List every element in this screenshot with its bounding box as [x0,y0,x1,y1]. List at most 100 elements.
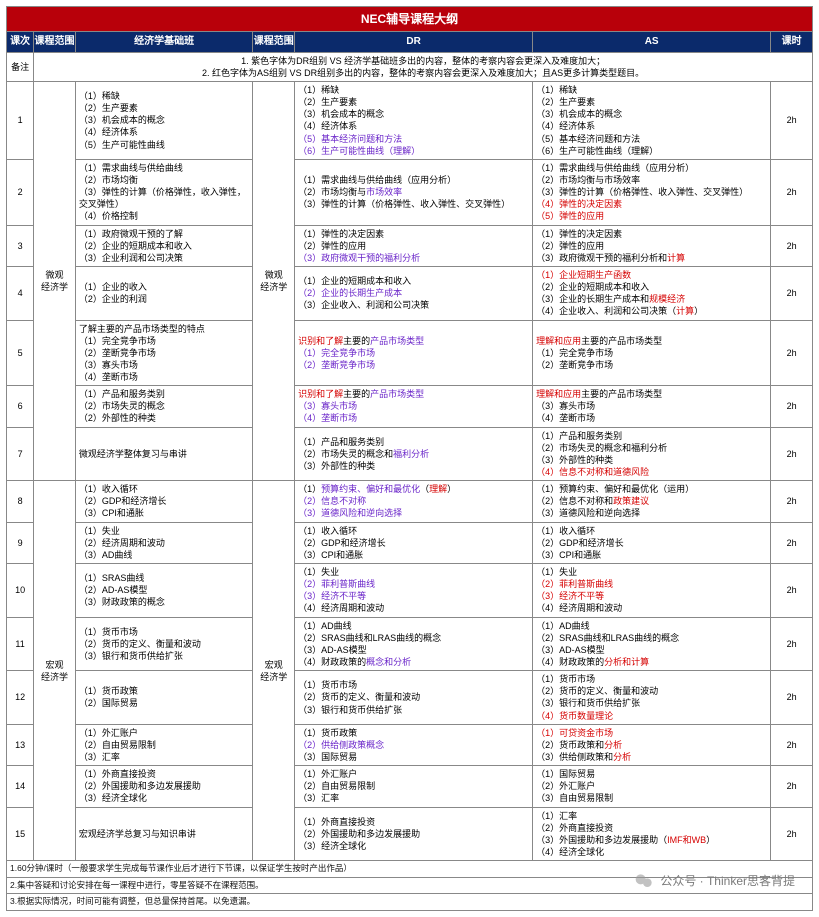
lesson-number: 9 [7,522,34,563]
point-item: （2）垄断竞争市场 [536,359,767,371]
header-row: 课次课程范围经济学基础班课程范围DRAS课时 [7,32,813,53]
hours: 2h [771,81,813,159]
point-item: （4）垄断市场 [79,371,249,383]
point-item: （2）货币政策和分析 [536,739,767,751]
point-item: （2）垄断竞争市场 [298,359,529,371]
points-cell: 识别和了解主要的产品市场类型（3）寡头市场（4）垄断市场 [295,386,533,427]
table-row: 13 （1）外汇账户（2）自由贸易限制（3）汇率 （1）货币政策（2）供给侧政策概念… [7,724,813,765]
point-item: （1）完全竞争市场 [298,347,529,359]
point-item: （2）市场均衡与市场效率 [298,186,529,198]
points-cell: （1）外汇账户（2）自由贸易限制（3）汇率 [75,724,252,765]
point-item: （2）外汇账户 [536,780,767,792]
hours: 2h [771,225,813,266]
point-item: （3）机会成本的概念 [298,108,529,120]
point-item: （2）菲利普斯曲线 [298,578,529,590]
lesson-number: 3 [7,225,34,266]
point-item: （3）企业利润和公司决策 [79,252,249,264]
points-cell: （1）需求曲线与供给曲线（应用分析）（2）市场均衡与市场效率（3）弹性的计算（价… [295,159,533,225]
point-item: （4）价格控制 [79,210,249,222]
point-item: （2）企业的利润 [79,293,249,305]
point-item: （2）企业的长期生产成本 [298,287,529,299]
points-cell: （1）企业短期生产函数（2）企业的短期成本和收入（3）企业的长期生产成本和规模经… [533,266,771,320]
table-row: 9（1）失业（2）经济周期和波动（3）AD曲线（1）收入循环（2）GDP和经济增… [7,522,813,563]
points-cell: （1）企业的短期成本和收入（2）企业的长期生产成本（3）企业收入、利润和公司决策 [295,266,533,320]
point-item: （3）机会成本的概念 [79,114,249,126]
table-row: 15宏观经济学总复习与知识串讲（1）外商直接投资（2）外国援助和多边发展援助（3… [7,807,813,861]
table-row: 6（1）产品和服务类别（2）市场失灵的概念（2）外部性的种类识别和了解主要的产品… [7,386,813,427]
points-cell: （1）货币市场（2）货币的定义、衡量和波动（3）银行和货币供给扩张 [75,617,252,671]
point-item: （3）经济不平等 [298,590,529,602]
point-item: （1）稀缺 [298,84,529,96]
point-item: （3）外部性的种类 [298,460,529,472]
points-cell: （1）AD曲线（2）SRAS曲线和LRAS曲线的概念（3）AD-AS模型（4）财… [295,617,533,671]
point-item: （1）弹性的决定因素 [536,228,767,240]
point-item: （3）政府微观干预的福利分析 [298,252,529,264]
point-item: （4）货币数量理论 [536,710,767,722]
points-cell: （1）预算约束、偏好和最优化（理解）（2）信息不对称（3）道德风险和逆向选择 [295,481,533,522]
point-item: （4）经济体系 [298,120,529,132]
point-item: （3）自由贸易限制 [536,792,767,804]
point-item: （1）需求曲线与供给曲线 [79,162,249,174]
table-row: 1微观经济学（1）稀缺（2）生产要素（3）机会成本的概念（4）经济体系（5）生产… [7,81,813,159]
lesson-number: 1 [7,81,34,159]
point-item: （1）货币政策 [298,727,529,739]
point-item: （3）CPI和通胀 [298,549,529,561]
col-header: DR [295,32,533,53]
point-item: （3）寡头市场 [79,359,249,371]
point-item: 识别和了解主要的产品市场类型 [298,388,529,400]
point-item: （3）国际贸易 [298,751,529,763]
points-cell: （1）产品和服务类别（2）市场失灵的概念和福利分析（3）外部性的种类 [295,427,533,481]
points-cell: 微观经济学整体复习与串讲 [75,427,252,481]
point-item: 宏观经济学总复习与知识串讲 [79,828,249,840]
points-cell: （1）汇率（2）外商直接投资（3）外国援助和多边发展援助（IMF和WB）（4）经… [533,807,771,861]
point-item: （4）经济体系 [536,120,767,132]
point-item: （2）市场均衡与市场效率 [536,174,767,186]
table-row: 11（1）货币市场（2）货币的定义、衡量和波动（3）银行和货币供给扩张（1）AD… [7,617,813,671]
point-item: （4）垄断市场 [536,412,767,424]
category-micro-dr: 微观经济学 [253,81,295,480]
col-header: 课次 [7,32,34,53]
hours: 2h [771,766,813,807]
points-cell: （1）产品和服务类别（2）市场失灵的概念和福利分析（3）外部性的种类（4）信息不… [533,427,771,481]
point-item: （3）供给侧政策和分析 [536,751,767,763]
points-cell: （1）需求曲线与供给曲线（2）市场均衡（3）弹性的计算（价格弹性，收入弹性，交叉… [75,159,252,225]
points-cell: （1）货币政策（2）供给侧政策概念（3）国际贸易 [295,724,533,765]
lesson-number: 7 [7,427,34,481]
point-item: 微观经济学整体复习与串讲 [79,448,249,460]
point-item: （3）道德风险和逆向选择 [536,507,767,519]
point-item: （2）市场失灵的概念和福利分析 [298,448,529,460]
point-item: （3）寡头市场 [298,400,529,412]
point-item: （1）货币政策 [79,685,249,697]
point-item: （2）生产要素 [79,102,249,114]
point-item: （3）道德风险和逆向选择 [298,507,529,519]
point-item: （1）稀缺 [536,84,767,96]
points-cell: （1）政府微观干预的了解（2）企业的短期成本和收入（3）企业利润和公司决策 [75,225,252,266]
point-item: （1）收入循环 [79,483,249,495]
syllabus-table: NEC辅导课程大纲 课次课程范围经济学基础班课程范围DRAS课时 备注1. 紫色… [6,6,813,911]
point-item: （1）货币市场 [536,673,767,685]
point-item: （1）产品和服务类别 [79,388,249,400]
point-item: （4）经济周期和波动 [536,602,767,614]
point-item: （4）弹性的决定因素 [536,198,767,210]
lesson-number: 13 [7,724,34,765]
hours: 2h [771,386,813,427]
point-item: （1）企业的短期成本和收入 [298,275,529,287]
points-cell: 识别和了解主要的产品市场类型（1）完全竞争市场（2）垄断竞争市场 [295,320,533,386]
points-cell: （1）稀缺（2）生产要素（3）机会成本的概念（4）经济体系（5）生产可能性曲线 [75,81,252,159]
table-row: 5了解主要的产品市场类型的特点（1）完全竞争市场（2）垄断竞争市场（3）寡头市场… [7,320,813,386]
point-item: （2）市场失灵的概念和福利分析 [536,442,767,454]
points-cell: （1）失业（2）菲利普斯曲线（3）经济不平等（4）经济周期和波动 [295,564,533,618]
point-item: （1）可贷资金市场 [536,727,767,739]
point-item: （3）弹性的计算（价格弹性，收入弹性，交叉弹性） [79,186,249,210]
point-item: （1）货币市场 [79,626,249,638]
lesson-number: 6 [7,386,34,427]
point-item: （2）货币的定义、衡量和波动 [536,685,767,697]
point-item: （3）经济不平等 [536,590,767,602]
point-item: （3）外部性的种类 [536,454,767,466]
point-item: （1）失业 [79,525,249,537]
point-item: （5）弹性的应用 [536,210,767,222]
point-item: （5）生产可能性曲线 [79,139,249,151]
point-item: （2）市场均衡 [79,174,249,186]
col-header: 课时 [771,32,813,53]
point-item: （1）外商直接投资 [298,816,529,828]
